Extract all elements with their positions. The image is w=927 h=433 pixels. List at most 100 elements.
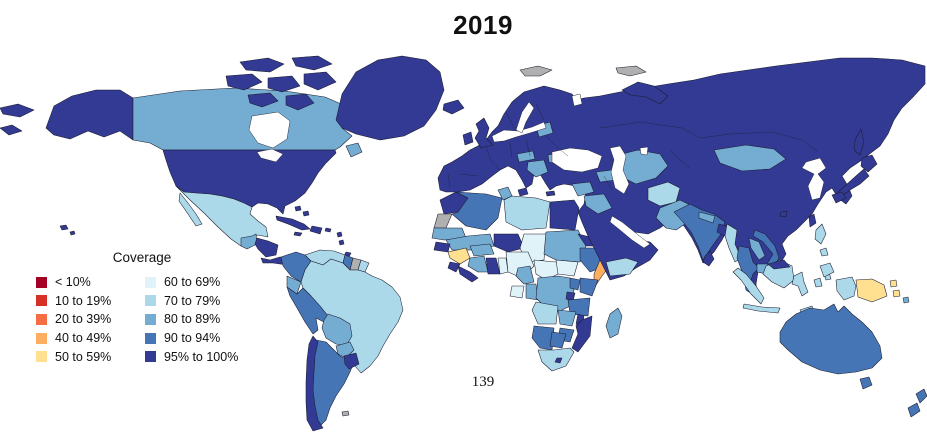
legend-label: 10 to 19% — [55, 293, 112, 308]
country-indonesia-java — [742, 303, 781, 314]
country-nepal — [698, 211, 716, 224]
arctic-island — [247, 92, 279, 108]
country-sudan — [543, 229, 587, 263]
country-alaska — [45, 89, 134, 141]
country-namibia — [531, 325, 555, 351]
yellow-sea — [801, 157, 827, 201]
legend-item: 10 to 19% — [36, 292, 121, 311]
country-paraguay — [335, 341, 355, 359]
legend-label: 80 to 89% — [163, 312, 221, 327]
black-sea — [551, 147, 603, 173]
arctic-island — [225, 73, 263, 91]
arctic-island — [303, 71, 337, 91]
country-ivory-coast — [467, 255, 489, 273]
persian-gulf — [609, 215, 651, 249]
country-austria — [516, 150, 536, 163]
country-png-islands — [889, 279, 901, 298]
country-philippines-luzon — [814, 223, 827, 245]
country-sri-lanka — [702, 250, 715, 267]
country-niger — [493, 233, 525, 253]
country-bahamas — [294, 205, 310, 217]
country-sierra-leone — [447, 261, 461, 273]
country-solomon-islands — [902, 296, 910, 304]
legend-swatch — [144, 332, 156, 344]
legend-label: 20 to 39% — [55, 312, 112, 327]
country-central-african-republic — [533, 259, 563, 281]
country-gabon — [509, 285, 525, 299]
country-puerto-rico — [324, 227, 332, 233]
country-guinea — [447, 247, 471, 265]
country-indonesia-sulawesi — [791, 271, 809, 297]
country-madagascar — [605, 307, 623, 339]
country-greenland — [335, 55, 445, 141]
page-number: 139 — [471, 374, 495, 390]
country-japan-hokkaido — [860, 154, 878, 173]
legend-item: 90 to 94% — [144, 329, 248, 348]
legend-swatch — [36, 276, 47, 288]
hudson-bay — [248, 111, 291, 149]
country-chile — [305, 335, 324, 432]
country-iraq — [583, 193, 613, 215]
country-mongolia — [713, 144, 787, 172]
country-algeria — [451, 191, 503, 231]
africa-group — [431, 186, 623, 372]
country-ireland — [462, 131, 474, 146]
country-canada — [132, 87, 357, 151]
island-svalbard — [519, 65, 553, 77]
legend-items: < 10% 10 to 19% 20 to 39% 40 to 49% 50 to 59… — [36, 273, 248, 366]
country-russia-far-east-fragment — [0, 124, 23, 136]
gulf-of-bothnia — [515, 101, 535, 134]
country-cameroon — [515, 265, 535, 285]
country-lesotho — [554, 357, 563, 364]
legend-item: 60 to 69% — [144, 273, 248, 292]
country-mexico — [175, 185, 269, 247]
arctic-island — [291, 55, 333, 71]
great-lakes — [256, 148, 284, 163]
country-senegal — [433, 241, 451, 253]
north-america-group — [0, 55, 465, 266]
island-novaya-zemlya — [621, 81, 669, 105]
legend-label: 50 to 59% — [55, 349, 112, 364]
country-western-sahara — [433, 213, 453, 229]
country-japan-kyushu — [831, 191, 847, 204]
country-uk — [474, 117, 494, 149]
country-laos — [748, 237, 766, 261]
caspian-sea — [609, 145, 630, 195]
country-honduras-nicaragua — [254, 237, 279, 258]
country-mexico-baja — [178, 192, 203, 227]
legend-swatch — [144, 295, 156, 307]
legend-swatch — [36, 332, 47, 344]
country-falkland-islands — [341, 410, 350, 417]
legend-swatch — [144, 313, 156, 325]
country-zambia — [557, 309, 577, 327]
legend-label: 60 to 69% — [163, 275, 221, 290]
country-usa-hawaii — [59, 224, 76, 236]
country-angola — [531, 301, 559, 325]
country-taiwan — [808, 213, 817, 228]
country-australia — [779, 303, 883, 375]
country-italy-sicily — [517, 187, 529, 197]
aral-sea — [639, 146, 649, 156]
legend-label: 90 to 94% — [163, 331, 221, 346]
legend-item: 50 to 59% — [36, 347, 121, 366]
country-botswana — [549, 331, 567, 349]
legend-swatch — [144, 276, 156, 288]
country-hispaniola — [309, 225, 323, 235]
country-uganda — [569, 277, 581, 291]
country-china-hainan — [779, 210, 788, 218]
country-greece-crete — [545, 190, 556, 197]
legend-swatch — [36, 295, 47, 307]
country-uruguay — [343, 352, 360, 370]
arctic-island — [239, 57, 285, 73]
country-togo-benin — [497, 257, 509, 275]
legend-title: Coverage — [112, 250, 172, 265]
legend-item: 20 to 39% — [36, 310, 121, 329]
legend-item: 95% to 100% — [144, 347, 248, 366]
legend-label: < 10% — [55, 275, 91, 290]
legend-label: 40 to 49% — [55, 331, 112, 346]
country-malaysia-borneo — [767, 259, 791, 270]
country-burkina-faso — [469, 243, 495, 257]
legend-item: 80 to 89% — [144, 310, 248, 329]
legend-swatch — [36, 351, 47, 363]
